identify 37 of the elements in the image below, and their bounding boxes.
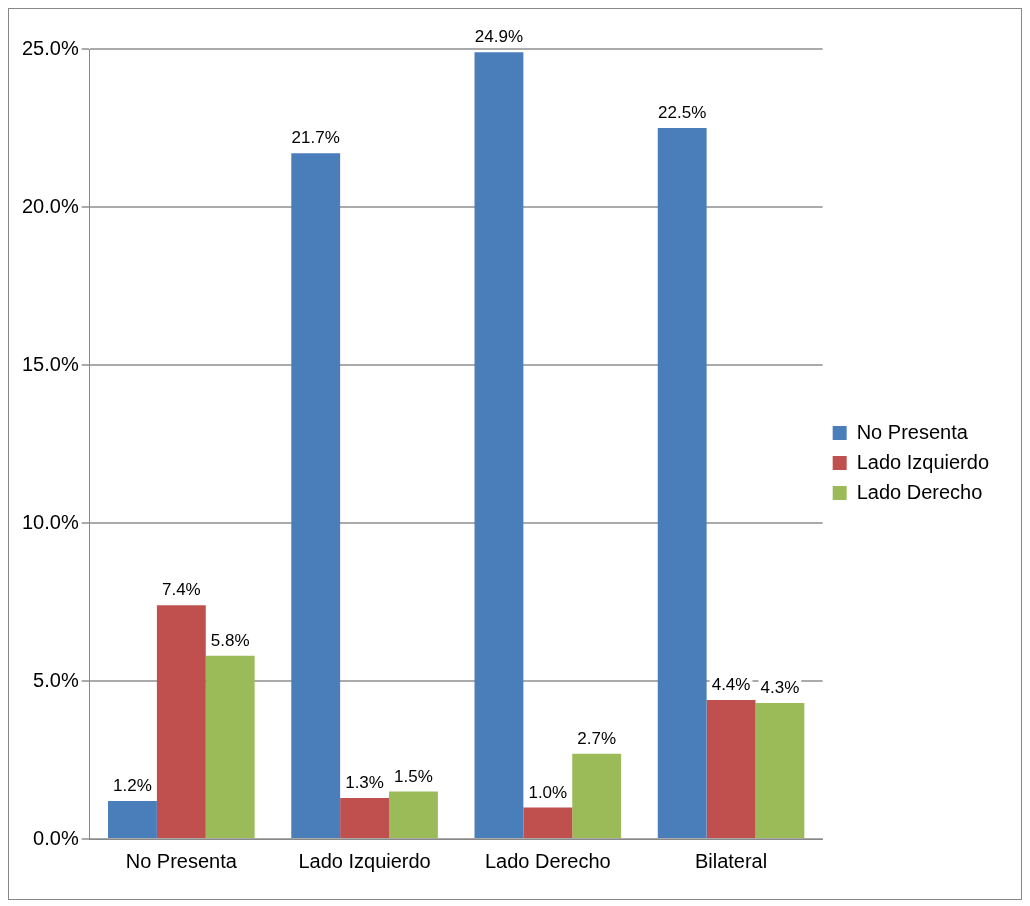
bar [657, 128, 707, 838]
data-label: 22.5% [658, 103, 707, 123]
bar [205, 655, 255, 838]
bar [108, 801, 157, 838]
legend-label: Lado Derecho [856, 480, 983, 503]
data-label: 1.0% [528, 782, 568, 802]
y-tick-label: 0.0% [33, 826, 79, 849]
data-label: 5.8% [210, 630, 250, 650]
bar [389, 791, 438, 838]
y-tick-label: 10.0% [21, 510, 79, 533]
bar [706, 699, 756, 838]
data-label: 24.9% [474, 27, 524, 47]
bar [474, 52, 524, 838]
data-label: 4.4% [711, 675, 751, 695]
bar [572, 753, 622, 838]
data-label: 21.7% [291, 128, 340, 148]
bar [755, 703, 805, 838]
bar [291, 153, 341, 838]
y-tick-label: 25.0% [21, 36, 79, 59]
x-tick-label: Lado Derecho [484, 849, 611, 872]
y-tick-label: 5.0% [33, 668, 79, 691]
bar [156, 605, 206, 838]
x-tick-label: No Presenta [125, 849, 238, 872]
data-label: 1.2% [113, 776, 152, 796]
x-tick-label: Bilateral [694, 849, 768, 872]
bar [340, 797, 389, 838]
y-tick-label: 15.0% [21, 352, 79, 375]
data-label: 7.4% [161, 580, 201, 600]
data-label: 4.3% [760, 678, 800, 698]
data-label: 1.3% [345, 773, 384, 793]
data-label: 1.5% [394, 766, 433, 786]
bar [523, 807, 573, 838]
legend-label: Lado Izquierdo [856, 450, 989, 473]
data-label: 2.7% [577, 728, 617, 748]
legend-label: No Presenta [856, 420, 969, 443]
x-tick-label: Lado Izquierdo [298, 849, 431, 872]
y-tick-label: 20.0% [21, 194, 79, 217]
